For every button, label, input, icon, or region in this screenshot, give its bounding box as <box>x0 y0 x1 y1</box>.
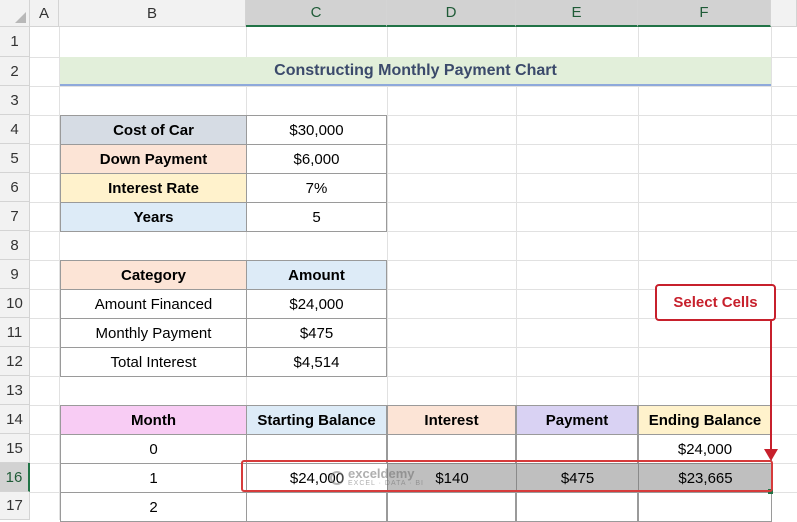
schedule-month-cell[interactable]: 1 <box>60 463 247 493</box>
sheet-title[interactable]: Constructing Monthly Payment Chart <box>60 57 771 86</box>
row-header-14[interactable]: 14 <box>0 405 30 434</box>
gridline <box>387 27 388 520</box>
input-label-cost-of-car[interactable]: Cost of Car <box>60 115 247 145</box>
schedule-header-interest[interactable]: Interest <box>387 405 516 435</box>
row-header-16[interactable]: 16 <box>0 463 30 492</box>
row-header-11[interactable]: 11 <box>0 318 30 347</box>
gridline <box>30 376 797 377</box>
row-header-2[interactable]: 2 <box>0 57 30 86</box>
summary-category-cell[interactable]: Total Interest <box>60 347 247 377</box>
gridline <box>30 318 797 319</box>
row-header-15[interactable]: 15 <box>0 434 30 463</box>
input-label-down-payment[interactable]: Down Payment <box>60 144 247 174</box>
gridline <box>771 27 772 520</box>
row-header-12[interactable]: 12 <box>0 347 30 376</box>
summary-category-cell[interactable]: Monthly Payment <box>60 318 247 348</box>
gridline <box>30 115 797 116</box>
row-header-9[interactable]: 9 <box>0 260 30 289</box>
schedule-interest-cell[interactable]: $140 <box>387 463 516 493</box>
select-all-triangle-icon <box>15 12 26 23</box>
input-value-cost-of-car[interactable]: $30,000 <box>246 115 387 145</box>
row-header-10[interactable]: 10 <box>0 289 30 318</box>
row-header-3[interactable]: 3 <box>0 86 30 115</box>
summary-amount-cell[interactable]: $4,514 <box>246 347 387 377</box>
gridline <box>30 289 797 290</box>
input-value-interest-rate[interactable]: 7% <box>246 173 387 203</box>
schedule-month-cell[interactable]: 2 <box>60 492 247 522</box>
row-header-8[interactable]: 8 <box>0 231 30 260</box>
gridline <box>30 347 797 348</box>
row-header-4[interactable]: 4 <box>0 115 30 144</box>
schedule-header-month[interactable]: Month <box>60 405 247 435</box>
schedule-month-cell[interactable]: 0 <box>60 434 247 464</box>
gridline <box>30 144 797 145</box>
row-header-5[interactable]: 5 <box>0 144 30 173</box>
column-header-f[interactable]: F <box>638 0 771 27</box>
gridline <box>59 27 60 520</box>
schedule-starting-balance-cell[interactable] <box>246 492 387 522</box>
column-header-c[interactable]: C <box>246 0 387 27</box>
input-value-down-payment[interactable]: $6,000 <box>246 144 387 174</box>
selection-range[interactable] <box>246 464 771 492</box>
column-header-d[interactable]: D <box>387 0 516 27</box>
selection-highlight-box <box>241 460 773 492</box>
schedule-header-starting-balance[interactable]: Starting Balance <box>246 405 387 435</box>
gridline <box>638 27 639 520</box>
schedule-payment-cell[interactable] <box>516 492 638 522</box>
schedule-ending-balance-cell[interactable]: $23,665 <box>638 463 772 493</box>
column-header-e[interactable]: E <box>516 0 638 27</box>
input-value-years[interactable]: 5 <box>246 202 387 232</box>
active-cell[interactable] <box>246 464 387 492</box>
select-all-corner[interactable] <box>0 0 30 27</box>
row-header-7[interactable]: 7 <box>0 202 30 231</box>
gridline <box>30 231 797 232</box>
gridline <box>516 27 517 520</box>
callout-arrow-line <box>770 321 772 453</box>
schedule-interest-cell[interactable] <box>387 492 516 522</box>
gridline <box>30 202 797 203</box>
summary-header-amount[interactable]: Amount <box>246 260 387 290</box>
row-header-17[interactable]: 17 <box>0 492 30 520</box>
row-header-13[interactable]: 13 <box>0 376 30 405</box>
gridline <box>30 86 797 87</box>
summary-amount-cell[interactable]: $475 <box>246 318 387 348</box>
select-cells-callout: Select Cells <box>655 284 776 321</box>
schedule-ending-balance-cell[interactable] <box>638 492 772 522</box>
column-header-b[interactable]: B <box>59 0 246 27</box>
column-header-a[interactable]: A <box>30 0 59 27</box>
gridline <box>30 173 797 174</box>
input-label-years[interactable]: Years <box>60 202 247 232</box>
input-label-interest-rate[interactable]: Interest Rate <box>60 173 247 203</box>
schedule-payment-cell[interactable]: $475 <box>516 463 638 493</box>
schedule-header-payment[interactable]: Payment <box>516 405 638 435</box>
summary-header-category[interactable]: Category <box>60 260 247 290</box>
schedule-header-ending-balance[interactable]: Ending Balance <box>638 405 772 435</box>
row-header-1[interactable]: 1 <box>0 27 30 57</box>
gridline <box>30 260 797 261</box>
summary-category-cell[interactable]: Amount Financed <box>60 289 247 319</box>
row-header-6[interactable]: 6 <box>0 173 30 202</box>
arrow-down-icon <box>764 449 778 461</box>
column-header-g[interactable] <box>771 0 797 27</box>
summary-amount-cell[interactable]: $24,000 <box>246 289 387 319</box>
